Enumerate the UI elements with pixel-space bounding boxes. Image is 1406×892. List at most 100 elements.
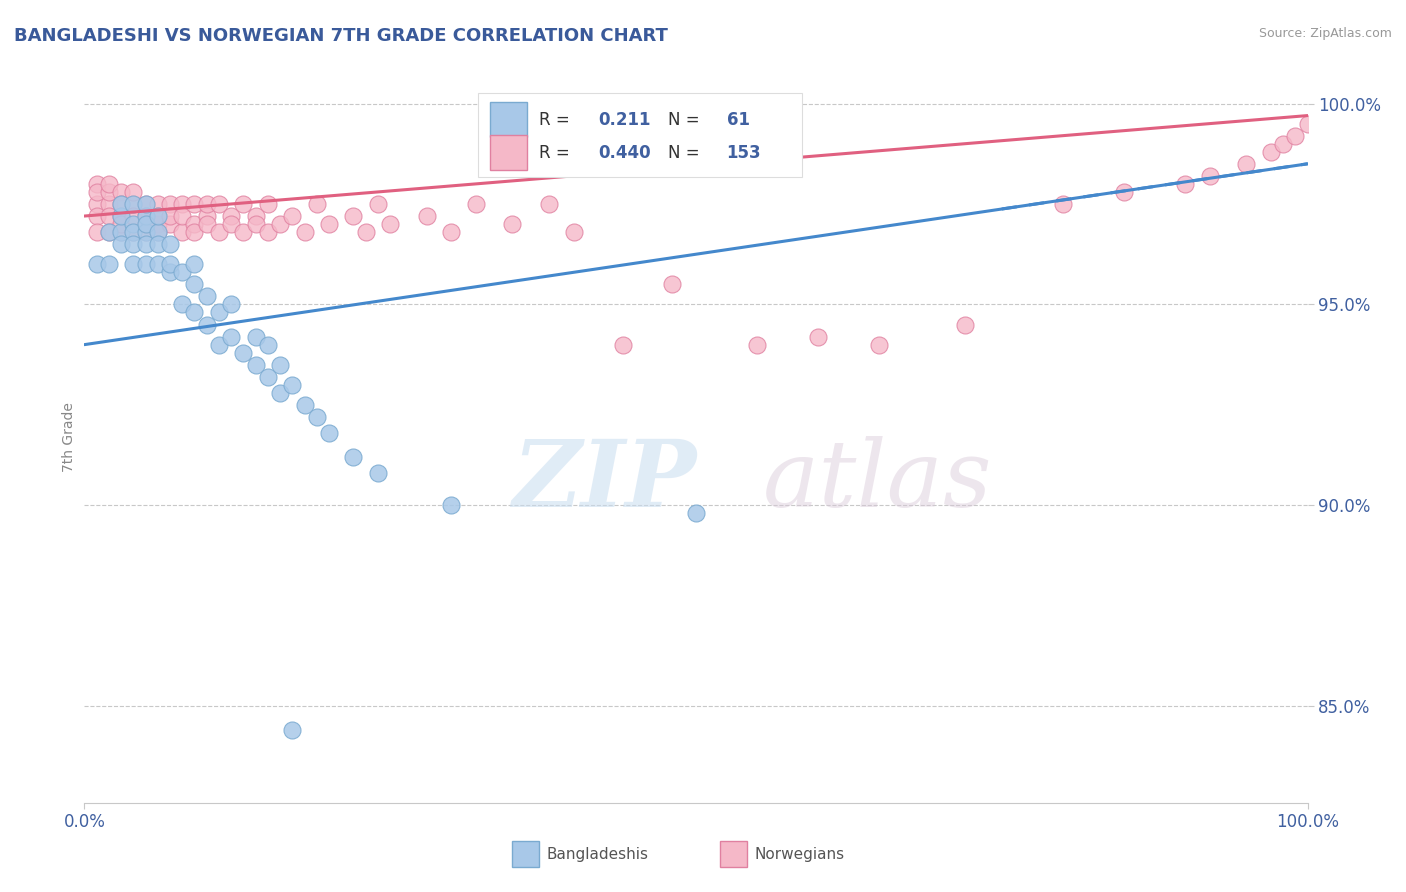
Point [269,358,291,372]
Point [135,257,157,271]
Point [172,225,194,239]
Point [146,225,169,239]
Point [110,185,132,199]
Point [97,185,120,199]
Point [97,197,120,211]
Point [110,225,132,239]
Point [122,257,145,271]
Point [305,197,328,211]
Point [219,217,242,231]
Point [294,398,316,412]
Point [159,209,181,223]
Point [245,209,267,223]
Point [1260,145,1282,159]
Point [195,318,218,332]
Point [342,450,364,465]
Point [1114,185,1136,199]
Point [122,225,145,239]
Point [440,499,463,513]
Point [318,425,340,440]
Point [135,209,157,223]
Point [195,197,218,211]
Point [110,209,132,223]
Point [110,217,132,231]
Y-axis label: 7th Grade: 7th Grade [62,402,76,472]
Point [367,467,389,481]
Point [195,209,218,223]
Point [183,225,205,239]
Point [502,217,524,231]
Point [146,257,169,271]
Bar [513,841,540,867]
Text: 0.211: 0.211 [598,111,651,128]
Point [195,217,218,231]
Point [146,225,169,239]
Point [232,225,254,239]
Point [135,217,157,231]
Point [135,197,157,211]
Point [97,209,120,223]
Point [1284,128,1306,143]
Point [1052,197,1074,211]
Point [685,507,707,521]
Point [661,277,683,292]
Point [159,197,181,211]
Point [110,225,132,239]
Text: Bangladeshis: Bangladeshis [547,847,648,862]
Point [135,217,157,231]
Point [367,197,389,211]
Point [416,209,439,223]
Point [208,337,231,351]
Point [195,289,218,303]
Point [747,337,769,351]
Point [869,337,891,351]
Point [122,185,145,199]
Point [135,225,157,239]
Point [172,197,194,211]
Point [135,225,157,239]
Bar [491,102,527,137]
Point [122,197,145,211]
Text: R =: R = [540,144,575,161]
Text: N =: N = [668,144,704,161]
Point [146,197,169,211]
Point [110,237,132,252]
Point [122,197,145,211]
Point [183,217,205,231]
Point [159,265,181,279]
Point [86,225,108,239]
Point [172,297,194,311]
Point [110,197,132,211]
Point [146,217,169,231]
Text: 61: 61 [727,111,749,128]
Point [122,209,145,223]
Point [232,345,254,359]
FancyBboxPatch shape [478,94,803,178]
Point [245,329,267,343]
Point [318,217,340,231]
Text: ZIP: ZIP [513,436,697,526]
Point [281,377,304,392]
Point [354,225,377,239]
Point [146,209,169,223]
Point [562,225,585,239]
Point [135,209,157,223]
Point [219,297,242,311]
Point [97,177,120,191]
Point [1174,177,1197,191]
Point [1296,117,1319,131]
Point [122,217,145,231]
Point [110,197,132,211]
Point [342,209,364,223]
Point [464,197,486,211]
Point [183,277,205,292]
Point [86,177,108,191]
Point [294,225,316,239]
Point [159,257,181,271]
Bar [720,841,748,867]
Point [86,257,108,271]
Point [208,225,231,239]
Point [135,197,157,211]
Point [159,237,181,252]
Point [269,385,291,400]
